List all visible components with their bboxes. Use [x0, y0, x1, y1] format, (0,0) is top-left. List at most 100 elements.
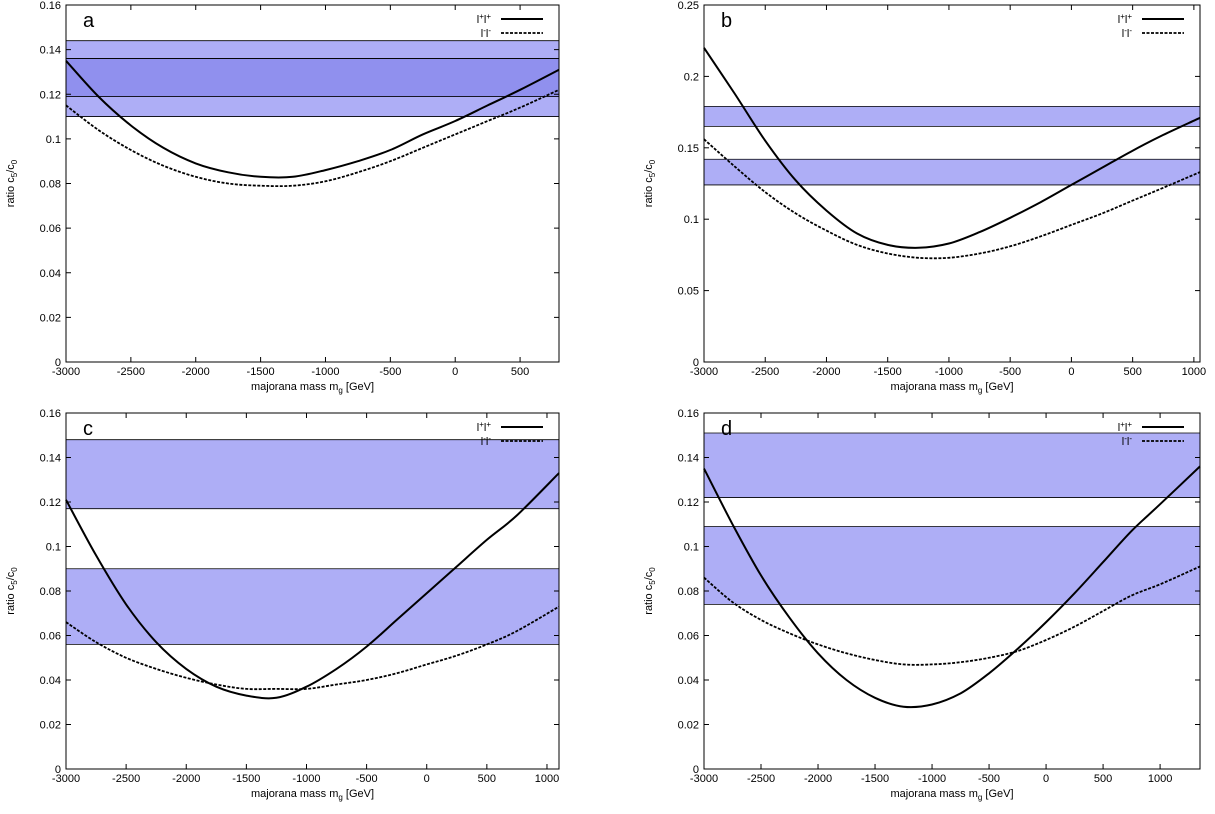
x-tick-label: 1000 [535, 773, 559, 785]
x-tick-label: -1000 [292, 773, 320, 785]
y-axis-title-subscript-2: 0 [10, 567, 19, 572]
series-minus-minus-line [703, 565, 1201, 666]
x-tick-label: -500 [978, 773, 1000, 785]
x-tick-label: 500 [1094, 773, 1112, 785]
y-tick-label: 0.12 [40, 89, 61, 101]
y-axis-title-mid: /c [5, 164, 17, 173]
legend-label-minus-minus: l-l- [481, 26, 492, 40]
y-axis-title-subscript-1: 5 [648, 172, 657, 177]
x-tick-label: -1500 [874, 366, 902, 378]
band-2 [66, 568, 559, 645]
y-axis-title: ratio c5/c0 [5, 567, 19, 615]
x-tick-label: -2500 [117, 366, 145, 378]
y-tick-label: 0.16 [40, 0, 61, 12]
panel-d: -3000 -2500 -2000 -1500 -1000 -500 0 500 1000 0 0.… [643, 408, 1201, 802]
legend-base: l [1127, 436, 1129, 448]
legend-sup: + [1120, 12, 1125, 21]
legend-base: l [481, 436, 483, 448]
legend-sup: - [483, 434, 486, 443]
legend-label-plus-plus: l+l+ [1118, 420, 1133, 434]
x-tick-label: 0 [424, 773, 430, 785]
x-axis-title: majorana mass mg [GeV] [251, 788, 374, 802]
series-minus-minus-line [65, 88, 560, 188]
x-axis-title: majorana mass mg [GeV] [890, 381, 1013, 395]
x-tick-label: -3000 [690, 366, 718, 378]
band-1 [704, 433, 1200, 498]
y-axis-title-subscript-2: 0 [648, 159, 657, 164]
y-axis-title: ratio c5/c0 [5, 159, 19, 207]
x-axis-title-unit: [GeV] [343, 381, 374, 393]
x-axis-title-text: majorana mass m [890, 381, 977, 393]
legend-base: l [1118, 422, 1120, 434]
legend-sup: - [1129, 434, 1132, 443]
y-tick-label: 0.08 [678, 586, 699, 598]
x-tick-label: -2500 [751, 366, 779, 378]
x-axis-title-subscript: g [978, 386, 982, 395]
y-tick-label: 0.14 [40, 45, 61, 57]
y-tick-label: 0.1 [46, 542, 61, 554]
x-tick-label: 500 [478, 773, 496, 785]
band-2 [704, 159, 1200, 185]
series-minus-minus-line [703, 138, 1201, 260]
x-axis-title-text: majorana mass m [251, 788, 338, 800]
plot-frame [703, 4, 1201, 363]
legend-label-minus-minus: l-l- [1122, 26, 1133, 40]
legend-sup: + [486, 420, 491, 429]
y-axis-title-subscript-1: 5 [648, 580, 657, 585]
legend-base: l [486, 436, 488, 448]
y-tick-label: 0.1 [684, 214, 699, 226]
legend-label-minus-minus: l-l- [1122, 434, 1133, 448]
panel-a: -3000 -2500 -2000 -1500 -1000 -500 0 500 0 0.02 0.… [5, 0, 560, 395]
y-tick-label: 0.04 [40, 268, 61, 280]
y-tick-label: 0.05 [678, 286, 699, 298]
x-tick-label: -2000 [182, 366, 210, 378]
x-tick-label: -1000 [311, 366, 339, 378]
x-tick-label: -2000 [172, 773, 200, 785]
x-axis-title-subscript: g [338, 793, 342, 802]
x-axis-title-unit: [GeV] [982, 381, 1013, 393]
band-2 [704, 526, 1200, 605]
legend-base: l [1122, 436, 1124, 448]
panel-b: -3000 -2500 -2000 -1500 -1000 -500 0 500 1000 0 0.… [643, 0, 1206, 395]
legend-sup: + [479, 12, 484, 21]
legend-sup: - [1129, 26, 1132, 35]
legend-base: l [1125, 14, 1127, 26]
x-tick-label: -1500 [232, 773, 260, 785]
x-axis-title-subscript: g [978, 793, 982, 802]
x-tick-label: -3000 [690, 773, 718, 785]
series-minus-minus-line [65, 605, 560, 691]
x-tick-label: -500 [379, 366, 401, 378]
legend-sup: - [1124, 434, 1127, 443]
series-plus-plus-line [703, 47, 1201, 249]
y-axis-title-subscript-2: 0 [10, 159, 19, 164]
legend-label-plus-plus: l+l+ [477, 12, 492, 26]
y-tick-label: 0.02 [40, 720, 61, 732]
y-axis-title-subscript-1: 5 [10, 172, 19, 177]
legend-label-plus-plus: l+l+ [477, 420, 492, 434]
y-tick-label: 0 [55, 357, 61, 369]
y-tick-label: 0.08 [40, 586, 61, 598]
x-tick-label: -1000 [918, 773, 946, 785]
x-tick-label: -3000 [52, 773, 80, 785]
x-tick-label: 500 [511, 366, 529, 378]
x-tick-label: 1000 [1148, 773, 1172, 785]
x-axis-title-subscript: g [338, 386, 342, 395]
legend-base: l [486, 28, 488, 40]
series-plus-plus-line [65, 60, 560, 179]
series-plus-plus-line [703, 465, 1201, 709]
y-tick-label: 0.06 [40, 631, 61, 643]
x-tick-label: 1000 [1182, 366, 1206, 378]
legend-label-plus-plus: l+l+ [1118, 12, 1133, 26]
x-axis-title: majorana mass mg [GeV] [251, 381, 374, 395]
x-axis-title-text: majorana mass m [890, 788, 977, 800]
y-axis-title-text: ratio c [643, 177, 655, 207]
panel-c: -3000 -2500 -2000 -1500 -1000 -500 0 500 1000 0 0.… [5, 408, 560, 802]
y-tick-label: 0.2 [684, 71, 699, 83]
panel-label: a [83, 10, 95, 32]
y-axis-title-text: ratio c [5, 584, 17, 614]
legend-sup: - [488, 434, 491, 443]
y-tick-label: 0.02 [40, 312, 61, 324]
y-axis-title-mid: /c [643, 571, 655, 580]
x-tick-label: -1500 [861, 773, 889, 785]
y-tick-label: 0.08 [40, 179, 61, 191]
